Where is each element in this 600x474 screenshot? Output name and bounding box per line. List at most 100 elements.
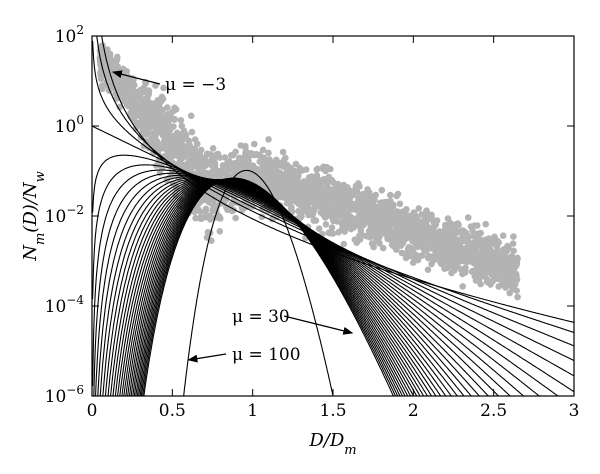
scatter-point: [439, 236, 447, 244]
scatter-point: [514, 293, 521, 301]
scatter-point: [328, 224, 336, 231]
scatter-point: [279, 148, 287, 156]
annotation-arrow: [187, 353, 227, 363]
scatter-point: [368, 220, 375, 227]
scatter-point: [509, 285, 516, 293]
scatter-point: [340, 240, 348, 248]
scatter-point: [302, 166, 310, 173]
scatter-point: [154, 96, 162, 104]
scatter-point: [454, 220, 462, 227]
scatter-point: [302, 178, 309, 186]
scatter-point: [266, 171, 274, 179]
scatter-point: [482, 236, 489, 244]
scatter-point: [446, 252, 454, 259]
scatter-point: [295, 193, 303, 201]
scatter-point: [113, 62, 121, 70]
scatter-point: [249, 151, 257, 159]
scatter-point: [430, 228, 437, 235]
scatter-point: [469, 227, 476, 235]
scatter-point: [197, 159, 205, 166]
scatter-point: [385, 221, 392, 229]
scatter-point: [202, 205, 210, 213]
scatter-point: [493, 260, 501, 268]
scatter-point: [347, 225, 355, 233]
scatter-point: [241, 155, 249, 163]
scatter-point: [368, 240, 376, 247]
scatter-point: [124, 90, 131, 98]
scatter-point: [425, 254, 432, 262]
scatter-point: [286, 197, 293, 205]
scatter-point: [123, 101, 131, 108]
scatter-point: [482, 220, 490, 228]
scatter-point: [182, 153, 189, 160]
scatter-point: [153, 138, 161, 145]
scatter-point: [356, 191, 363, 199]
scatter-point: [282, 154, 289, 162]
scatter-point: [424, 266, 432, 274]
scatter-point: [232, 214, 239, 222]
scatter-point: [197, 215, 204, 222]
scatter-point: [133, 108, 140, 115]
scatter-point: [256, 151, 263, 159]
scatter-point: [144, 97, 152, 105]
scatter-point: [187, 162, 195, 170]
scatter-point: [138, 99, 146, 106]
scatter-point: [162, 115, 169, 123]
scatter-point: [484, 254, 492, 261]
scatter-point: [265, 149, 272, 157]
scatter-point: [177, 117, 185, 124]
scatter-point: [197, 208, 204, 216]
y-tick-label: 100: [55, 113, 84, 137]
scatter-point: [461, 269, 469, 276]
scatter-point: [379, 244, 387, 252]
y-tick-label: 10−4: [45, 293, 85, 317]
scatter-point: [390, 242, 397, 250]
scatter-point: [160, 84, 167, 92]
scatter-point: [321, 214, 329, 221]
scatter-point: [263, 160, 270, 168]
scatter-point: [324, 200, 332, 208]
scatter-point: [405, 226, 413, 234]
scatter-point: [368, 203, 376, 211]
scatter-point: [293, 172, 300, 180]
scatter-point: [415, 205, 423, 212]
scatter-point: [459, 283, 467, 290]
scatter-point: [510, 233, 517, 240]
scatter-point: [412, 223, 419, 231]
scatter-point: [156, 105, 164, 112]
scatter-point: [500, 261, 508, 269]
scatter-point: [155, 128, 163, 135]
scatter-point: [188, 152, 196, 160]
scatter-point: [448, 235, 456, 242]
scatter-point: [499, 232, 507, 239]
scatter-point: [421, 230, 429, 238]
scatter-point: [494, 275, 501, 283]
scatter-point: [175, 135, 183, 142]
annotation-label: μ = −3: [165, 75, 226, 95]
scatter-point: [281, 190, 289, 197]
scatter-point: [402, 231, 409, 238]
scatter-point: [322, 221, 330, 228]
scatter-point: [337, 209, 345, 217]
scatter-point: [225, 158, 233, 165]
scatter-point: [192, 214, 199, 222]
scatter-point: [468, 243, 475, 251]
scatter-point: [200, 170, 207, 177]
scatter-point: [394, 190, 402, 198]
x-tick-label: 2.5: [480, 401, 507, 421]
scatter-point: [352, 205, 360, 213]
scatter-point: [472, 277, 480, 284]
scatter-point: [509, 261, 516, 268]
scatter-point: [495, 283, 503, 290]
scatter-point: [350, 190, 357, 197]
scatter-point: [188, 128, 196, 136]
scatter-point: [421, 215, 429, 223]
scatter-point: [504, 272, 511, 279]
scatter-point: [481, 272, 489, 280]
scatter-point: [336, 197, 344, 205]
scatter-point: [232, 160, 239, 168]
scatter-point: [310, 192, 318, 200]
scatter-point: [207, 151, 214, 158]
scatter-point: [344, 193, 351, 201]
scatter-point: [359, 232, 367, 239]
